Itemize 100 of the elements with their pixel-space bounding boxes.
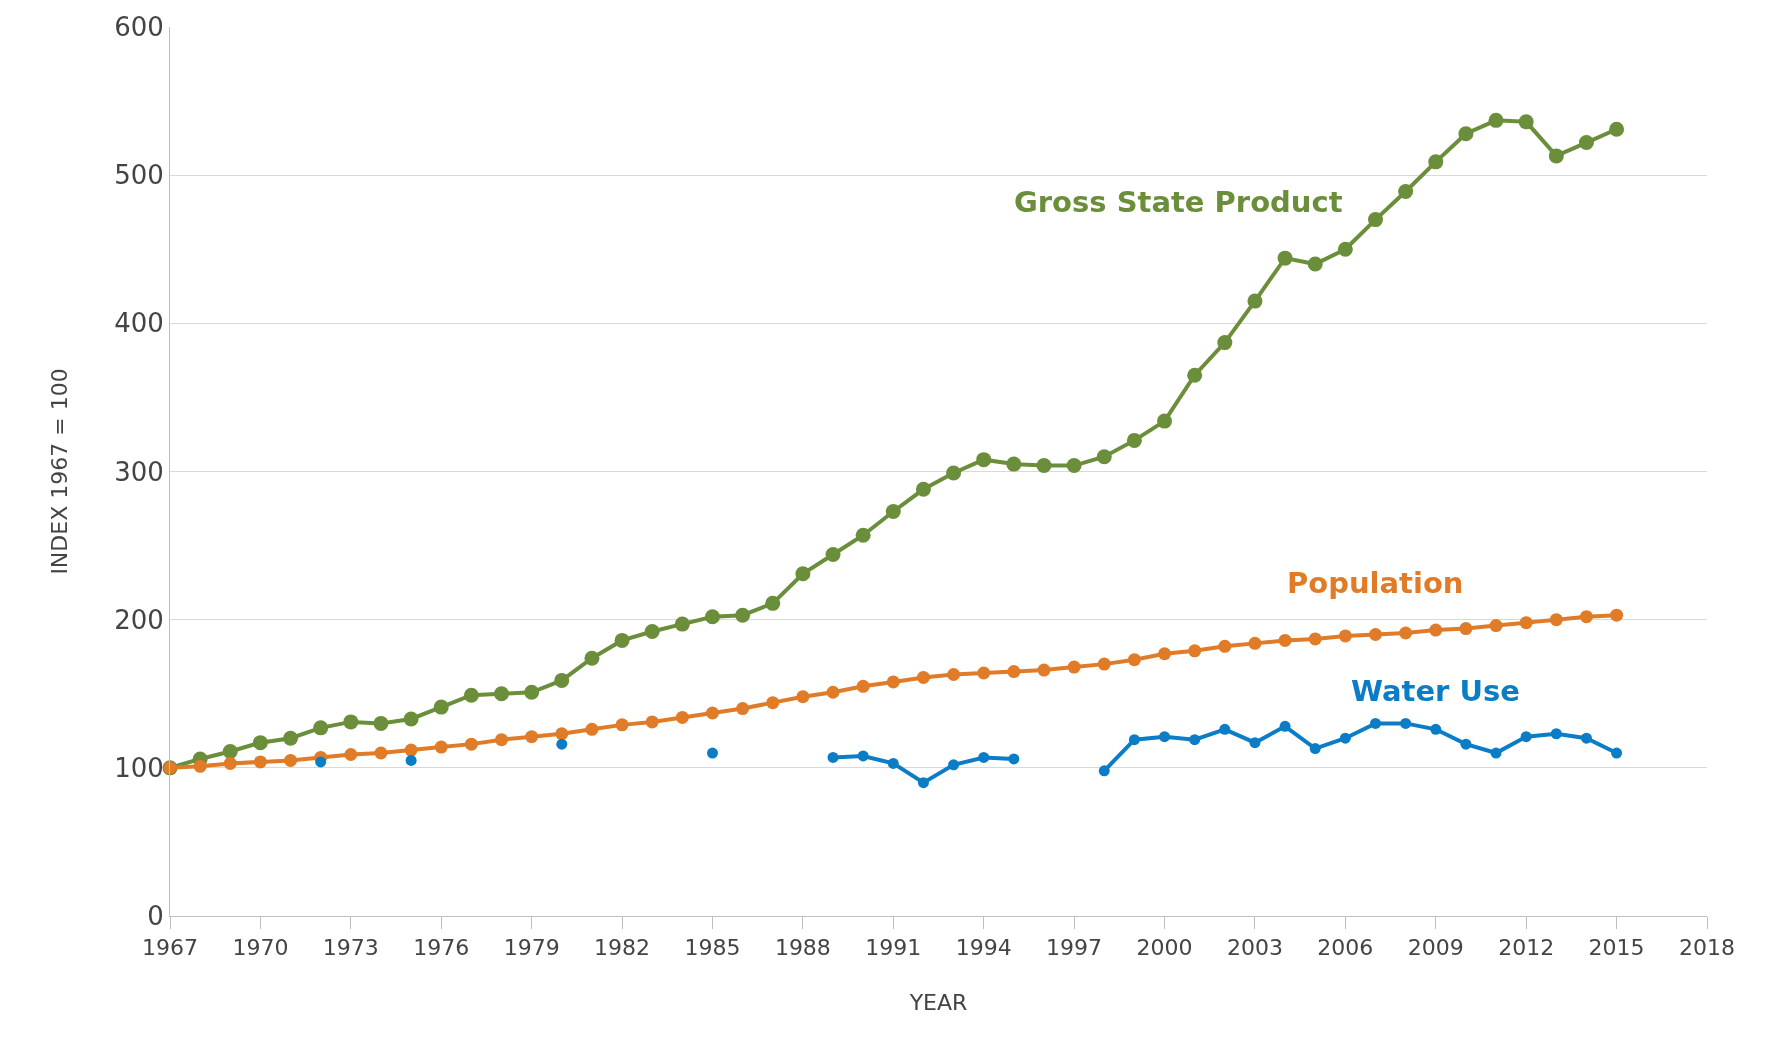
point bbox=[1248, 636, 1262, 650]
point bbox=[1128, 734, 1140, 746]
point bbox=[556, 738, 568, 750]
point bbox=[766, 696, 780, 710]
point bbox=[735, 607, 751, 623]
point bbox=[1460, 738, 1472, 750]
point bbox=[1611, 747, 1623, 759]
point bbox=[1218, 639, 1232, 653]
point bbox=[344, 748, 358, 761]
x-tick-label: 1970 bbox=[232, 935, 289, 961]
x-tick-label: 1997 bbox=[1046, 935, 1103, 961]
point bbox=[1278, 633, 1292, 647]
point bbox=[405, 754, 417, 766]
point bbox=[644, 624, 660, 640]
series-label: Population bbox=[1287, 566, 1464, 600]
point bbox=[1188, 644, 1202, 658]
point bbox=[1097, 657, 1111, 671]
point bbox=[1578, 135, 1594, 151]
point bbox=[1037, 663, 1051, 677]
point bbox=[222, 744, 238, 760]
point bbox=[433, 699, 449, 715]
point bbox=[1549, 613, 1563, 627]
point bbox=[464, 737, 478, 751]
point bbox=[193, 759, 207, 773]
point bbox=[1519, 616, 1533, 630]
point bbox=[1036, 458, 1052, 474]
point bbox=[978, 751, 990, 763]
point bbox=[1008, 753, 1020, 765]
point bbox=[1096, 449, 1112, 465]
point bbox=[1158, 647, 1172, 661]
point bbox=[252, 735, 268, 751]
point bbox=[1489, 619, 1503, 633]
point bbox=[615, 718, 629, 732]
series-label: Gross State Product bbox=[1014, 185, 1343, 219]
point bbox=[1067, 660, 1081, 674]
point bbox=[1399, 626, 1413, 640]
point bbox=[826, 685, 840, 699]
point bbox=[284, 753, 298, 767]
point bbox=[584, 650, 600, 666]
point bbox=[554, 672, 570, 688]
point bbox=[495, 733, 509, 747]
point bbox=[856, 679, 870, 693]
point bbox=[675, 710, 689, 724]
point bbox=[1580, 732, 1592, 744]
y-tick-label: 100 bbox=[114, 752, 164, 783]
x-tick-label: 1988 bbox=[774, 935, 831, 961]
point bbox=[977, 666, 991, 680]
y-tick-label: 200 bbox=[114, 604, 164, 635]
point bbox=[1459, 622, 1473, 636]
y-tick-label: 400 bbox=[114, 308, 164, 339]
point bbox=[585, 722, 599, 736]
x-tick-label: 2000 bbox=[1136, 935, 1193, 961]
point bbox=[1187, 367, 1203, 383]
point bbox=[494, 686, 510, 702]
point bbox=[1249, 737, 1261, 749]
point bbox=[1518, 114, 1534, 130]
point bbox=[1609, 121, 1625, 137]
point bbox=[313, 720, 329, 736]
point bbox=[403, 711, 419, 727]
point bbox=[1458, 126, 1474, 142]
point bbox=[1247, 293, 1263, 309]
point bbox=[917, 777, 929, 789]
y-tick-label: 600 bbox=[114, 12, 164, 43]
point bbox=[1520, 731, 1532, 743]
point bbox=[704, 609, 720, 625]
point bbox=[1430, 723, 1442, 735]
point bbox=[283, 730, 299, 746]
point bbox=[404, 743, 418, 757]
point bbox=[1066, 458, 1082, 474]
point bbox=[614, 632, 630, 648]
point bbox=[1428, 154, 1444, 170]
point bbox=[947, 667, 961, 681]
point bbox=[1490, 747, 1502, 759]
point bbox=[795, 566, 811, 582]
x-tick-label: 2003 bbox=[1226, 935, 1283, 961]
x-tick-label: 2018 bbox=[1679, 935, 1735, 961]
point bbox=[1157, 413, 1173, 429]
point bbox=[1579, 610, 1593, 624]
point bbox=[855, 527, 871, 543]
point bbox=[1369, 627, 1382, 641]
point bbox=[1548, 148, 1564, 164]
point bbox=[796, 690, 810, 704]
point bbox=[1307, 256, 1323, 272]
point bbox=[645, 715, 659, 729]
x-tick-label: 2015 bbox=[1588, 935, 1645, 961]
point bbox=[373, 715, 389, 731]
point bbox=[825, 546, 841, 562]
point bbox=[1369, 717, 1381, 729]
point bbox=[343, 714, 359, 730]
point bbox=[765, 595, 781, 611]
point bbox=[1189, 734, 1201, 746]
point bbox=[1337, 241, 1353, 257]
y-tick-label: 300 bbox=[114, 456, 164, 487]
point bbox=[946, 465, 962, 481]
x-tick-label: 1973 bbox=[322, 935, 379, 961]
x-tick-label: 2009 bbox=[1407, 935, 1464, 961]
point bbox=[1126, 432, 1142, 448]
point bbox=[706, 747, 718, 759]
point bbox=[886, 675, 900, 689]
point bbox=[1308, 632, 1322, 646]
